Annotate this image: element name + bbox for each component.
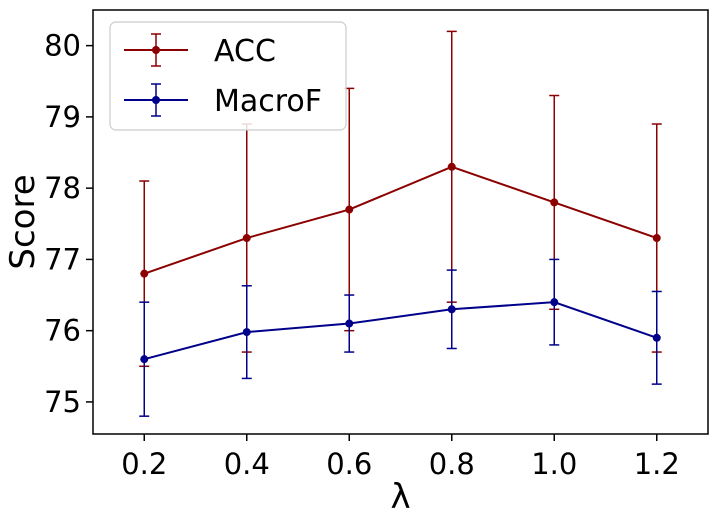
y-axis-ticks: 75 76 77 78 79 80 — [44, 29, 93, 419]
legend-marker-macrof — [152, 96, 160, 104]
x-tick-label: 0.8 — [429, 447, 475, 481]
acc-point — [140, 269, 149, 278]
y-tick-label: 80 — [44, 29, 81, 63]
macrof-point — [447, 305, 456, 314]
x-tick-label: 0.6 — [326, 447, 372, 481]
macrof-point — [652, 333, 661, 342]
x-tick-label: 1.0 — [531, 447, 577, 481]
macrof-point — [242, 328, 251, 337]
legend: ACC MacroF — [109, 21, 347, 131]
series-macrof — [139, 258, 662, 417]
legend-label-acc: ACC — [214, 34, 276, 69]
x-tick-label: 0.2 — [121, 447, 167, 481]
acc-point — [550, 198, 559, 207]
y-tick-label: 75 — [44, 385, 81, 419]
y-tick-label: 76 — [44, 314, 81, 348]
macrof-point — [550, 298, 559, 307]
y-tick-label: 78 — [44, 171, 81, 205]
acc-point — [242, 234, 251, 243]
acc-line — [143, 165, 658, 275]
x-axis-label: λ — [390, 477, 410, 517]
acc-point — [652, 234, 661, 243]
acc-point — [447, 162, 456, 171]
x-tick-label: 0.4 — [224, 447, 270, 481]
axes-frame — [92, 9, 709, 435]
y-tick-label: 79 — [44, 100, 81, 134]
legend-marker-acc — [152, 46, 160, 54]
legend-label-macrof: MacroF — [214, 84, 322, 119]
x-tick-label: 1.2 — [634, 447, 680, 481]
macrof-line — [143, 301, 658, 361]
acc-point — [345, 205, 354, 214]
macrof-point — [140, 355, 149, 364]
y-axis-label: Score — [3, 174, 43, 269]
x-axis-ticks: 0.2 0.4 0.6 0.8 1.0 1.2 — [121, 434, 680, 481]
macrof-point — [345, 319, 354, 328]
y-tick-label: 77 — [44, 242, 81, 276]
plot-marks — [139, 30, 662, 417]
